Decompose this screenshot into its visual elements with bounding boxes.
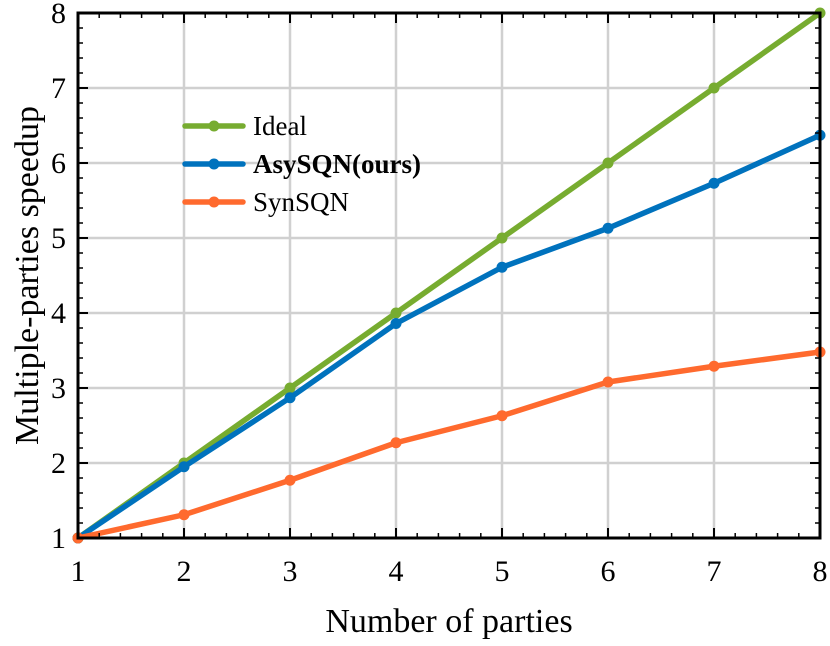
data-point-ideal [602, 157, 614, 169]
legend-marker-ideal [208, 120, 220, 132]
data-point-ideal [284, 382, 296, 394]
x-tick-label: 6 [601, 555, 616, 588]
grid-lines [76, 11, 822, 540]
data-point-synsqn [496, 410, 508, 422]
x-tick-label: 1 [71, 555, 86, 588]
y-tick-label: 3 [51, 372, 66, 405]
series-lines [72, 7, 826, 544]
data-point-synsqn [178, 509, 190, 521]
data-point-synsqn [602, 376, 614, 388]
legend-label-asysqn-ours: AsySQN(ours) [253, 149, 421, 179]
data-point-ideal [496, 232, 508, 244]
data-point-synsqn [708, 360, 720, 372]
y-axis-label: Multiple-parties speedup [9, 106, 46, 445]
series-line-ideal [75, 10, 823, 541]
data-point-asysqn-ours [284, 392, 296, 404]
x-tick-label: 8 [813, 555, 828, 588]
series-line-asysqn-ours [75, 132, 823, 541]
tick-labels: 1 2 3 4 5 6 7 8 1 2 3 4 5 6 7 8 [51, 0, 828, 588]
data-point-asysqn-ours [496, 261, 508, 273]
x-tick-label: 7 [707, 555, 722, 588]
data-point-synsqn [284, 474, 296, 486]
y-tick-label: 5 [51, 222, 66, 255]
legend-marker-synsqn [208, 196, 220, 208]
y-tick-label: 7 [51, 72, 66, 105]
data-point-ideal [708, 82, 720, 94]
x-tick-label: 5 [495, 555, 510, 588]
y-tick-label: 1 [51, 522, 66, 555]
series-line-synsqn [75, 349, 823, 541]
x-axis-label: Number of parties [325, 603, 572, 640]
legend-label-synsqn: SynSQN [253, 187, 349, 217]
data-point-asysqn-ours [708, 177, 720, 189]
y-tick-label: 6 [51, 147, 66, 180]
legend: Ideal AsySQN(ours) SynSQN [182, 111, 421, 217]
data-point-ideal [390, 307, 402, 319]
data-point-asysqn-ours [602, 222, 614, 234]
data-point-synsqn [390, 437, 402, 449]
x-tick-label: 2 [177, 555, 192, 588]
legend-label-ideal: Ideal [253, 111, 307, 141]
y-tick-label: 8 [51, 0, 66, 30]
legend-marker-asysqn-ours [208, 158, 220, 170]
data-point-asysqn-ours [178, 461, 190, 473]
y-tick-label: 4 [51, 297, 66, 330]
x-tick-label: 3 [283, 555, 298, 588]
data-point-asysqn-ours [390, 318, 402, 329]
plot-frame [76, 11, 822, 540]
x-tick-label: 4 [389, 555, 404, 588]
y-tick-label: 2 [51, 447, 66, 480]
